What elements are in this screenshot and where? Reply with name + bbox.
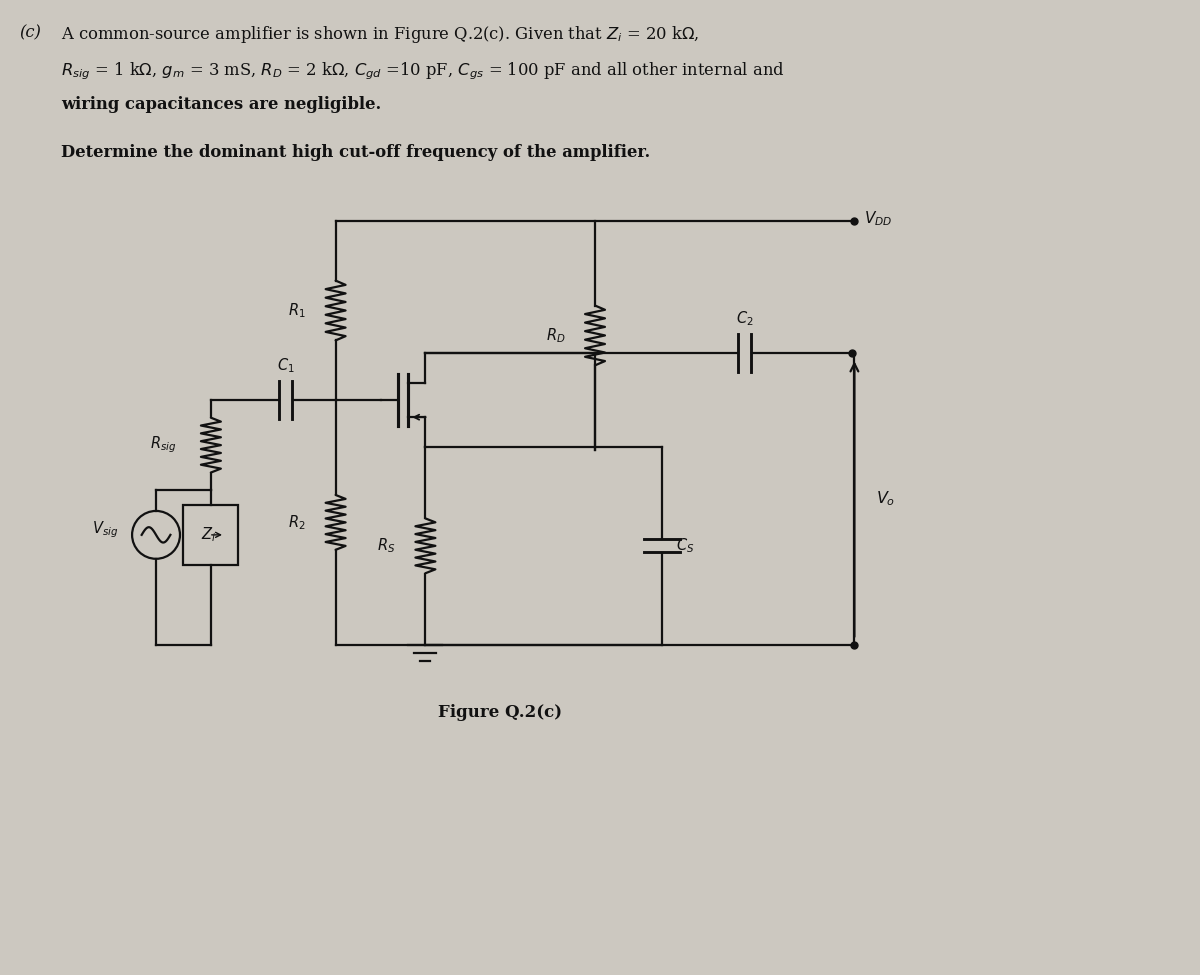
Text: wiring capacitances are negligible.: wiring capacitances are negligible. (61, 97, 382, 113)
Text: $R_S$: $R_S$ (377, 536, 396, 555)
Text: Figure Q.2(c): Figure Q.2(c) (438, 704, 563, 722)
Text: $R_{sig}$ = 1 k$\Omega$, $g_m$ = 3 mS, $R_D$ = 2 k$\Omega$, $C_{gd}$ =10 pF, $C_: $R_{sig}$ = 1 k$\Omega$, $g_m$ = 3 mS, $… (61, 60, 785, 82)
Text: (c): (c) (19, 24, 41, 41)
Text: $R_1$: $R_1$ (288, 301, 306, 320)
Text: $R_2$: $R_2$ (288, 513, 306, 531)
Text: $C_1$: $C_1$ (277, 357, 294, 375)
Text: $Z_i$: $Z_i$ (202, 526, 216, 544)
Text: $R_D$: $R_D$ (546, 326, 565, 345)
Text: $C_2$: $C_2$ (736, 310, 754, 329)
Text: A common-source amplifier is shown in Figure Q.2(c). Given that $Z_i$ = 20 k$\Om: A common-source amplifier is shown in Fi… (61, 24, 700, 45)
Text: $V_{sig}$: $V_{sig}$ (92, 520, 118, 540)
Text: $R_{sig}$: $R_{sig}$ (150, 435, 176, 455)
Text: Determine the dominant high cut-off frequency of the amplifier.: Determine the dominant high cut-off freq… (61, 144, 650, 161)
Text: $V_o$: $V_o$ (876, 489, 895, 508)
Text: $V_{DD}$: $V_{DD}$ (864, 210, 893, 228)
Text: $C_S$: $C_S$ (676, 536, 695, 555)
